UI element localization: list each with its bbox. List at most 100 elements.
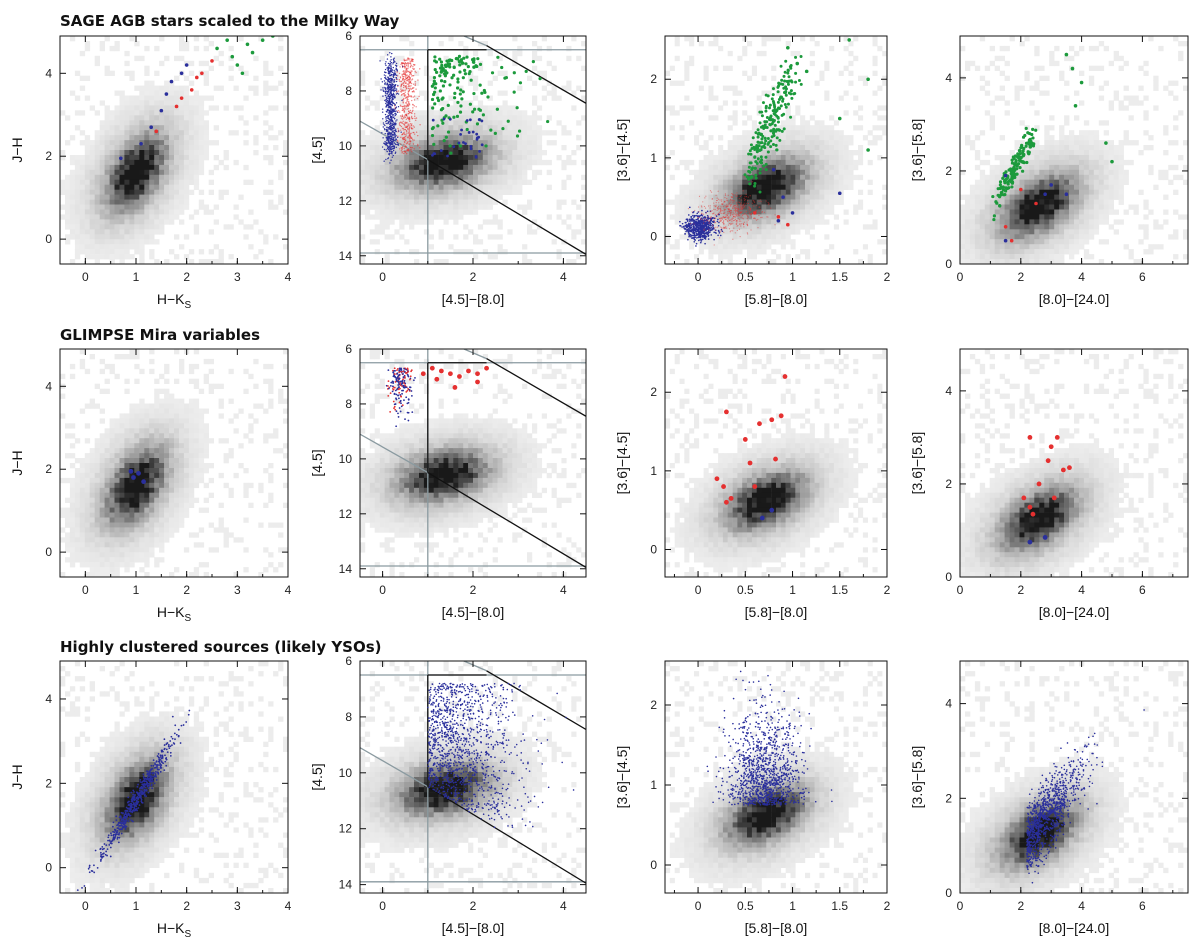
x-tick-label: 0 — [957, 583, 964, 597]
y-tick-label: 10 — [339, 766, 353, 780]
density-map — [960, 36, 1188, 264]
point-blue-2 — [141, 479, 147, 485]
x-tick-label: 1 — [789, 899, 796, 913]
y-axis-label: J−H — [9, 764, 25, 789]
x-tick-label: 2 — [1017, 583, 1024, 597]
overlay-points — [379, 52, 550, 164]
point-green-5 — [1073, 103, 1078, 108]
panel-r1-c3: 0 2 4 6 0 2 4 [8.0]−[24.0] [3.6]−[5.8] — [909, 348, 1189, 620]
x-tick-label: 3 — [234, 583, 241, 597]
row-title-1: GLIMPSE Mira variables — [60, 326, 260, 344]
overlay-points — [1021, 435, 1072, 545]
panel-frame — [959, 660, 1189, 894]
point-red-10 — [1027, 435, 1033, 440]
overlay-points — [706, 670, 833, 806]
y-tick-label: 2 — [45, 462, 52, 476]
point-green-5 — [235, 63, 240, 67]
x-tick-label: 2 — [1017, 899, 1024, 913]
x-tick-label: 4 — [560, 899, 567, 913]
point-red-2 — [189, 88, 194, 92]
y-tick-label: 1 — [650, 151, 657, 165]
y-axis-label: [3.6]−[5.8] — [909, 119, 925, 182]
point-blue-1 — [1042, 535, 1048, 540]
point-red-2 — [724, 499, 729, 505]
point-red-4 — [724, 409, 729, 415]
y-tick-label: 12 — [339, 822, 353, 836]
point-green-2 — [1079, 80, 1084, 85]
point-blue-1 — [1049, 183, 1053, 187]
selection-guides — [360, 349, 586, 577]
x-tick-label: 2 — [1017, 270, 1024, 284]
density-map — [60, 36, 288, 264]
x-tick-label: 1 — [133, 270, 140, 284]
y-axis-label: [4.5] — [309, 449, 325, 476]
point-red-11 — [773, 456, 778, 462]
x-tick-label: 0 — [695, 583, 702, 597]
y-tick-label: 0 — [945, 886, 952, 900]
x-tick-label: 2 — [470, 899, 477, 913]
x-tick-label: 4 — [1078, 270, 1085, 284]
axis-ticks: 0 1 2 3 4 0 2 4 — [45, 661, 292, 913]
point-green-7 — [225, 38, 229, 42]
point-red-7 — [1060, 467, 1066, 473]
y-tick-label: 0 — [45, 861, 52, 875]
point-red-6 — [179, 96, 184, 100]
x-axis-label: [8.0]−[24.0] — [1039, 291, 1109, 307]
y-tick-label: 0 — [45, 545, 52, 559]
x-tick-label: 1 — [789, 270, 796, 284]
x-axis-label-sub: S — [184, 613, 191, 624]
x-axis-label: H−KS — [157, 920, 192, 940]
y-axis-label: [3.6]−[5.8] — [909, 746, 925, 809]
point-red-0 — [714, 476, 720, 482]
point-blue-1 — [139, 141, 143, 146]
overlay-points — [385, 365, 489, 428]
x-tick-label: 0 — [957, 899, 964, 913]
panel-plot-area — [665, 349, 887, 577]
x-tick-label: 3 — [234, 270, 241, 284]
point-blue-2 — [771, 167, 776, 172]
x-tick-label: 2 — [183, 899, 190, 913]
y-tick-label: 12 — [339, 194, 353, 208]
panel-frame — [59, 660, 289, 894]
axis-ticks: 0 0.5 1 1.5 2 0 1 2 — [650, 349, 891, 597]
x-axis-label: H−KS — [157, 604, 192, 624]
y-tick-label: 6 — [345, 29, 352, 43]
panel-plot-area — [60, 661, 288, 893]
x-tick-label: 0 — [379, 899, 386, 913]
panel-plot-area — [60, 36, 288, 264]
y-axis-label: [3.6]−[4.5] — [614, 432, 630, 495]
y-tick-label: 1 — [650, 464, 657, 478]
point-green-1 — [1070, 66, 1075, 71]
point-blue-6 — [179, 71, 184, 76]
y-tick-label: 12 — [339, 507, 353, 521]
y-tick-label: 10 — [339, 139, 353, 153]
axis-ticks: 0 1 2 3 4 0 2 4 — [45, 36, 292, 284]
y-tick-label: 10 — [339, 452, 353, 466]
panel-r0-c2: 0 0.5 1 1.5 2 0 1 2 [5.8]−[8.0] [3.6]−[4.5] — [614, 35, 891, 307]
density-map — [960, 661, 1188, 893]
x-axis-label: [5.8]−[8.0] — [745, 920, 808, 936]
x-tick-label: 0.5 — [737, 583, 754, 597]
panel-plot-area — [360, 661, 586, 893]
point-red-1 — [776, 215, 781, 219]
x-tick-label: 6 — [1139, 899, 1146, 913]
point-red-0 — [752, 211, 757, 215]
y-tick-label: 0 — [45, 232, 52, 246]
y-axis-label: [3.6]−[4.5] — [614, 119, 630, 182]
point-blue-0 — [781, 195, 785, 199]
x-tick-label: 1.5 — [831, 583, 848, 597]
point-red-5 — [195, 75, 199, 80]
x-tick-label: 4 — [285, 270, 292, 284]
density-map — [360, 661, 586, 893]
axis-ticks: 0 2 4 6 8 10 12 14 — [339, 342, 586, 597]
x-axis-label: [5.8]−[8.0] — [745, 604, 808, 620]
point-green-1 — [230, 54, 235, 59]
panel-frame — [59, 348, 289, 578]
panel-frame — [664, 35, 888, 265]
y-axis-label: J−H — [9, 137, 25, 162]
y-tick-label: 14 — [339, 878, 353, 892]
point-red-3 — [728, 495, 734, 501]
y-tick-label: 0 — [650, 858, 657, 872]
x-tick-label: 3 — [234, 899, 241, 913]
y-tick-label: 1 — [650, 778, 657, 792]
